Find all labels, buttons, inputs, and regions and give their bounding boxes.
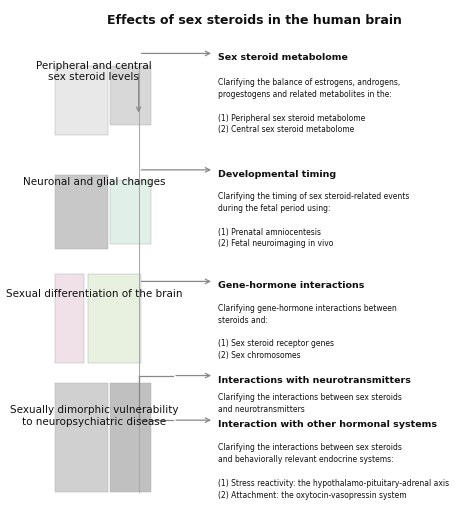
Text: Clarifying the interactions between sex steroids
and behaviorally relevant endoc: Clarifying the interactions between sex … (218, 443, 449, 500)
Bar (55, 383, 108, 492)
Bar (55, 175, 108, 249)
Text: Peripheral and central
sex steroid levels: Peripheral and central sex steroid level… (36, 61, 152, 82)
Text: Neuronal and glial changes: Neuronal and glial changes (23, 177, 165, 187)
Bar (88, 274, 141, 363)
Bar (55, 66, 108, 135)
Text: Clarifying the interactions between sex steroids
and neurotransmitters: Clarifying the interactions between sex … (218, 393, 402, 414)
Bar (110, 180, 151, 244)
Text: Developmental timing: Developmental timing (218, 170, 336, 179)
Text: Interaction with other hormonal systems: Interaction with other hormonal systems (218, 420, 437, 429)
Text: Clarifying the timing of sex steroid-related events
during the fetal period usin: Clarifying the timing of sex steroid-rel… (218, 192, 410, 248)
Bar (55, 274, 83, 363)
Text: Gene-hormone interactions: Gene-hormone interactions (218, 282, 365, 290)
Text: Effects of sex steroids in the human brain: Effects of sex steroids in the human bra… (107, 14, 402, 27)
Text: Clarifying the balance of estrogens, androgens,
progestogens and related metabol: Clarifying the balance of estrogens, and… (218, 78, 400, 135)
Bar (110, 66, 151, 125)
Text: Sexual differentiation of the brain: Sexual differentiation of the brain (6, 289, 182, 299)
Bar (110, 383, 151, 492)
Text: Interactions with neurotransmitters: Interactions with neurotransmitters (218, 376, 411, 385)
Text: Sex steroid metabolome: Sex steroid metabolome (218, 53, 348, 62)
Text: Clarifying gene-hormone interactions between
steroids and:

(1) Sex steroid rece: Clarifying gene-hormone interactions bet… (218, 304, 397, 360)
Text: Sexually dimorphic vulnerability
to neuropsychiatric disease: Sexually dimorphic vulnerability to neur… (9, 406, 178, 427)
